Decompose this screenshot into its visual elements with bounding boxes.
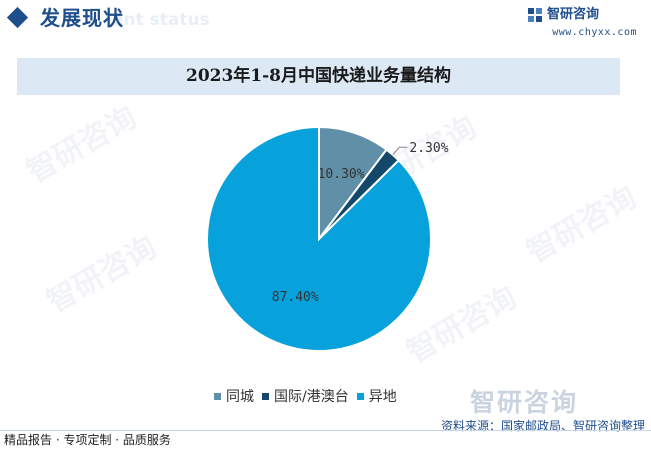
legend-label: 异地 [368, 389, 397, 405]
brand-block: 智研咨询 www.chyxx.com [527, 4, 637, 40]
pie-slice [206, 125, 432, 352]
legend-item: 国际/港澳台 [262, 387, 349, 407]
chart-title: 2023年1-8月中国快递业务量结构 [185, 66, 452, 86]
footer-slogan: 精品报告 · 专项定制 · 品质服务 [4, 433, 171, 447]
brand-name: 智研咨询 [547, 7, 600, 22]
header-subtitle-watermark: ent status [112, 10, 210, 30]
pie-slice [318, 125, 388, 242]
legend-swatch [262, 392, 269, 400]
legend-swatch [214, 392, 221, 400]
label-leader-line [392, 146, 408, 156]
data-label: 2.30% [409, 141, 448, 156]
chart-legend: 同城 国际/港澳台 异地 [214, 387, 405, 407]
legend-label: 国际/港澳台 [274, 389, 349, 405]
legend-item: 异地 [356, 387, 397, 407]
data-source: 资料来源：国家邮政局、智研咨询整理 [440, 419, 645, 433]
brand-logo-icon [528, 8, 542, 22]
legend-label: 同城 [226, 389, 254, 405]
legend-swatch [356, 392, 364, 400]
footer-divider [0, 430, 651, 431]
watermark-logo: 智研咨询 [470, 388, 579, 417]
chart-title-band: 2023年1-8月中国快递业务量结构 [17, 58, 620, 95]
section-title: 发展现状 [40, 6, 124, 30]
header: ent status 发展现状 智研咨询 www.chyxx.com [0, 0, 651, 42]
legend-item: 同城 [214, 387, 254, 407]
data-label: 87.40% [272, 290, 319, 305]
data-label: 10.30% [318, 167, 365, 182]
brand-url: www.chyxx.com [552, 27, 637, 38]
